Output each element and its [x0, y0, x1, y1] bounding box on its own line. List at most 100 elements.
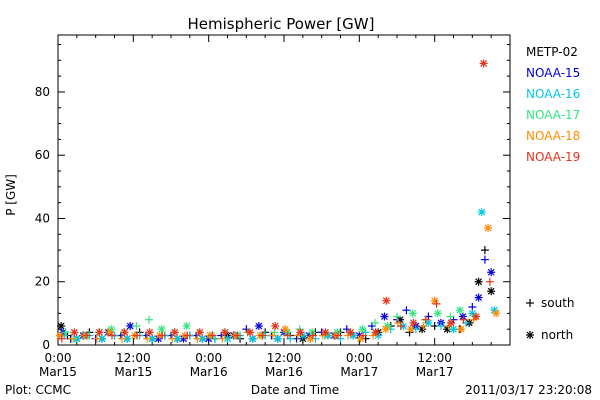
- north-point: [195, 328, 204, 337]
- legend-item-noaa-17: NOAA-17: [526, 108, 580, 122]
- north-point: [296, 328, 305, 337]
- south-point: [402, 306, 411, 315]
- south-point: [168, 334, 177, 343]
- north-point: [281, 325, 290, 334]
- y-tick-label: 80: [35, 85, 50, 99]
- north-point: [487, 268, 496, 277]
- x-tick-time-label: 0:00: [346, 351, 373, 365]
- north-point: [382, 296, 391, 305]
- x-axis: 0:00Mar1512:00Mar150:00Mar1612:00Mar160:…: [39, 35, 511, 379]
- south-point: [92, 334, 101, 343]
- south-point: [107, 331, 116, 340]
- north-point: [479, 59, 488, 68]
- north-point: [95, 328, 104, 337]
- series-noaa-19: [57, 59, 494, 343]
- series-noaa-18: [55, 223, 501, 343]
- south-point: [459, 315, 468, 324]
- south-point: [82, 331, 91, 340]
- south-point: [371, 318, 380, 327]
- north-point: [474, 293, 483, 302]
- y-axis-label: P [GW]: [4, 174, 18, 216]
- north-point: [472, 312, 481, 321]
- south-point: [193, 334, 202, 343]
- legend-item-noaa-19: NOAA-19: [526, 150, 580, 164]
- south-point: [333, 331, 342, 340]
- south-point: [57, 334, 66, 343]
- south-point: [218, 334, 227, 343]
- south-point: [67, 334, 76, 343]
- north-point: [492, 309, 501, 318]
- north-point: [57, 322, 66, 331]
- north-point: [487, 287, 496, 296]
- north-point: [273, 334, 282, 343]
- north-point: [145, 328, 154, 337]
- south-point: [485, 277, 494, 286]
- south-point: [258, 331, 267, 340]
- x-tick-date-label: Mar17: [416, 365, 454, 379]
- south-point: [268, 331, 277, 340]
- north-point: [246, 328, 255, 337]
- footer-timestamp: 2011/03/17 23:20:08: [465, 383, 592, 397]
- y-tick-label: 40: [35, 211, 50, 225]
- north-point: [157, 325, 166, 334]
- plot-frame: [57, 34, 511, 346]
- north-point: [381, 325, 390, 334]
- south-point: [421, 315, 430, 324]
- x-tick-date-label: Mar17: [340, 365, 378, 379]
- south-point: [145, 315, 154, 324]
- south-point: [419, 322, 428, 331]
- data-points: [55, 59, 501, 343]
- south-point: [480, 255, 489, 264]
- x-tick-date-label: Mar15: [114, 365, 152, 379]
- south-point: [396, 322, 405, 331]
- north-point: [248, 334, 257, 343]
- x-tick-date-label: Mar15: [39, 365, 77, 379]
- plot-border: [57, 34, 511, 346]
- marker-legend-south: south: [526, 296, 575, 310]
- y-tick-label: 0: [42, 338, 50, 352]
- chart-title: Hemispheric Power [GW]: [188, 15, 375, 33]
- south-point: [436, 322, 445, 331]
- x-tick-date-label: Mar16: [265, 365, 303, 379]
- north-point: [148, 334, 157, 343]
- marker-legend-label: north: [541, 328, 573, 342]
- north-point: [271, 322, 280, 331]
- y-axis: 0 20 40 60 80: [35, 43, 510, 352]
- south-point: [133, 331, 142, 340]
- south-point: [432, 299, 441, 308]
- x-tick-time-label: 12:00: [116, 351, 151, 365]
- north-point: [409, 318, 418, 327]
- north-point: [406, 325, 415, 334]
- footer-plot-credit: Plot: CCMC: [5, 383, 71, 397]
- marker-legend-north: north: [526, 328, 573, 342]
- x-axis-label: Date and Time: [251, 383, 339, 397]
- north-point: [346, 328, 355, 337]
- north-point: [446, 318, 455, 327]
- south-point: [283, 331, 292, 340]
- south-point: [183, 331, 192, 340]
- south-point: [118, 334, 127, 343]
- x-tick-time-label: 12:00: [417, 351, 452, 365]
- south-point: [393, 312, 401, 321]
- legend: METP-02 NOAA-15 NOAA-16 NOAA-17 NOAA-18 NOAA-…: [526, 45, 580, 164]
- north-point: [380, 312, 389, 321]
- y-tick-label: 20: [35, 275, 50, 289]
- north-point: [170, 328, 179, 337]
- south-point: [61, 328, 70, 337]
- north-point: [358, 325, 367, 334]
- north-point: [449, 325, 458, 334]
- north-point: [254, 322, 263, 331]
- north-point: [474, 277, 483, 286]
- marker-legend: south north: [526, 296, 575, 342]
- north-point: [70, 328, 79, 337]
- north-point: [457, 325, 466, 334]
- north-point: [455, 306, 464, 315]
- north-point: [484, 223, 493, 232]
- north-point: [182, 322, 191, 331]
- x-tick-date-label: Mar16: [190, 365, 228, 379]
- x-tick-time-label: 12:00: [267, 351, 302, 365]
- south-point: [233, 331, 242, 340]
- legend-item-noaa-18: NOAA-18: [526, 129, 580, 143]
- south-point: [143, 334, 152, 343]
